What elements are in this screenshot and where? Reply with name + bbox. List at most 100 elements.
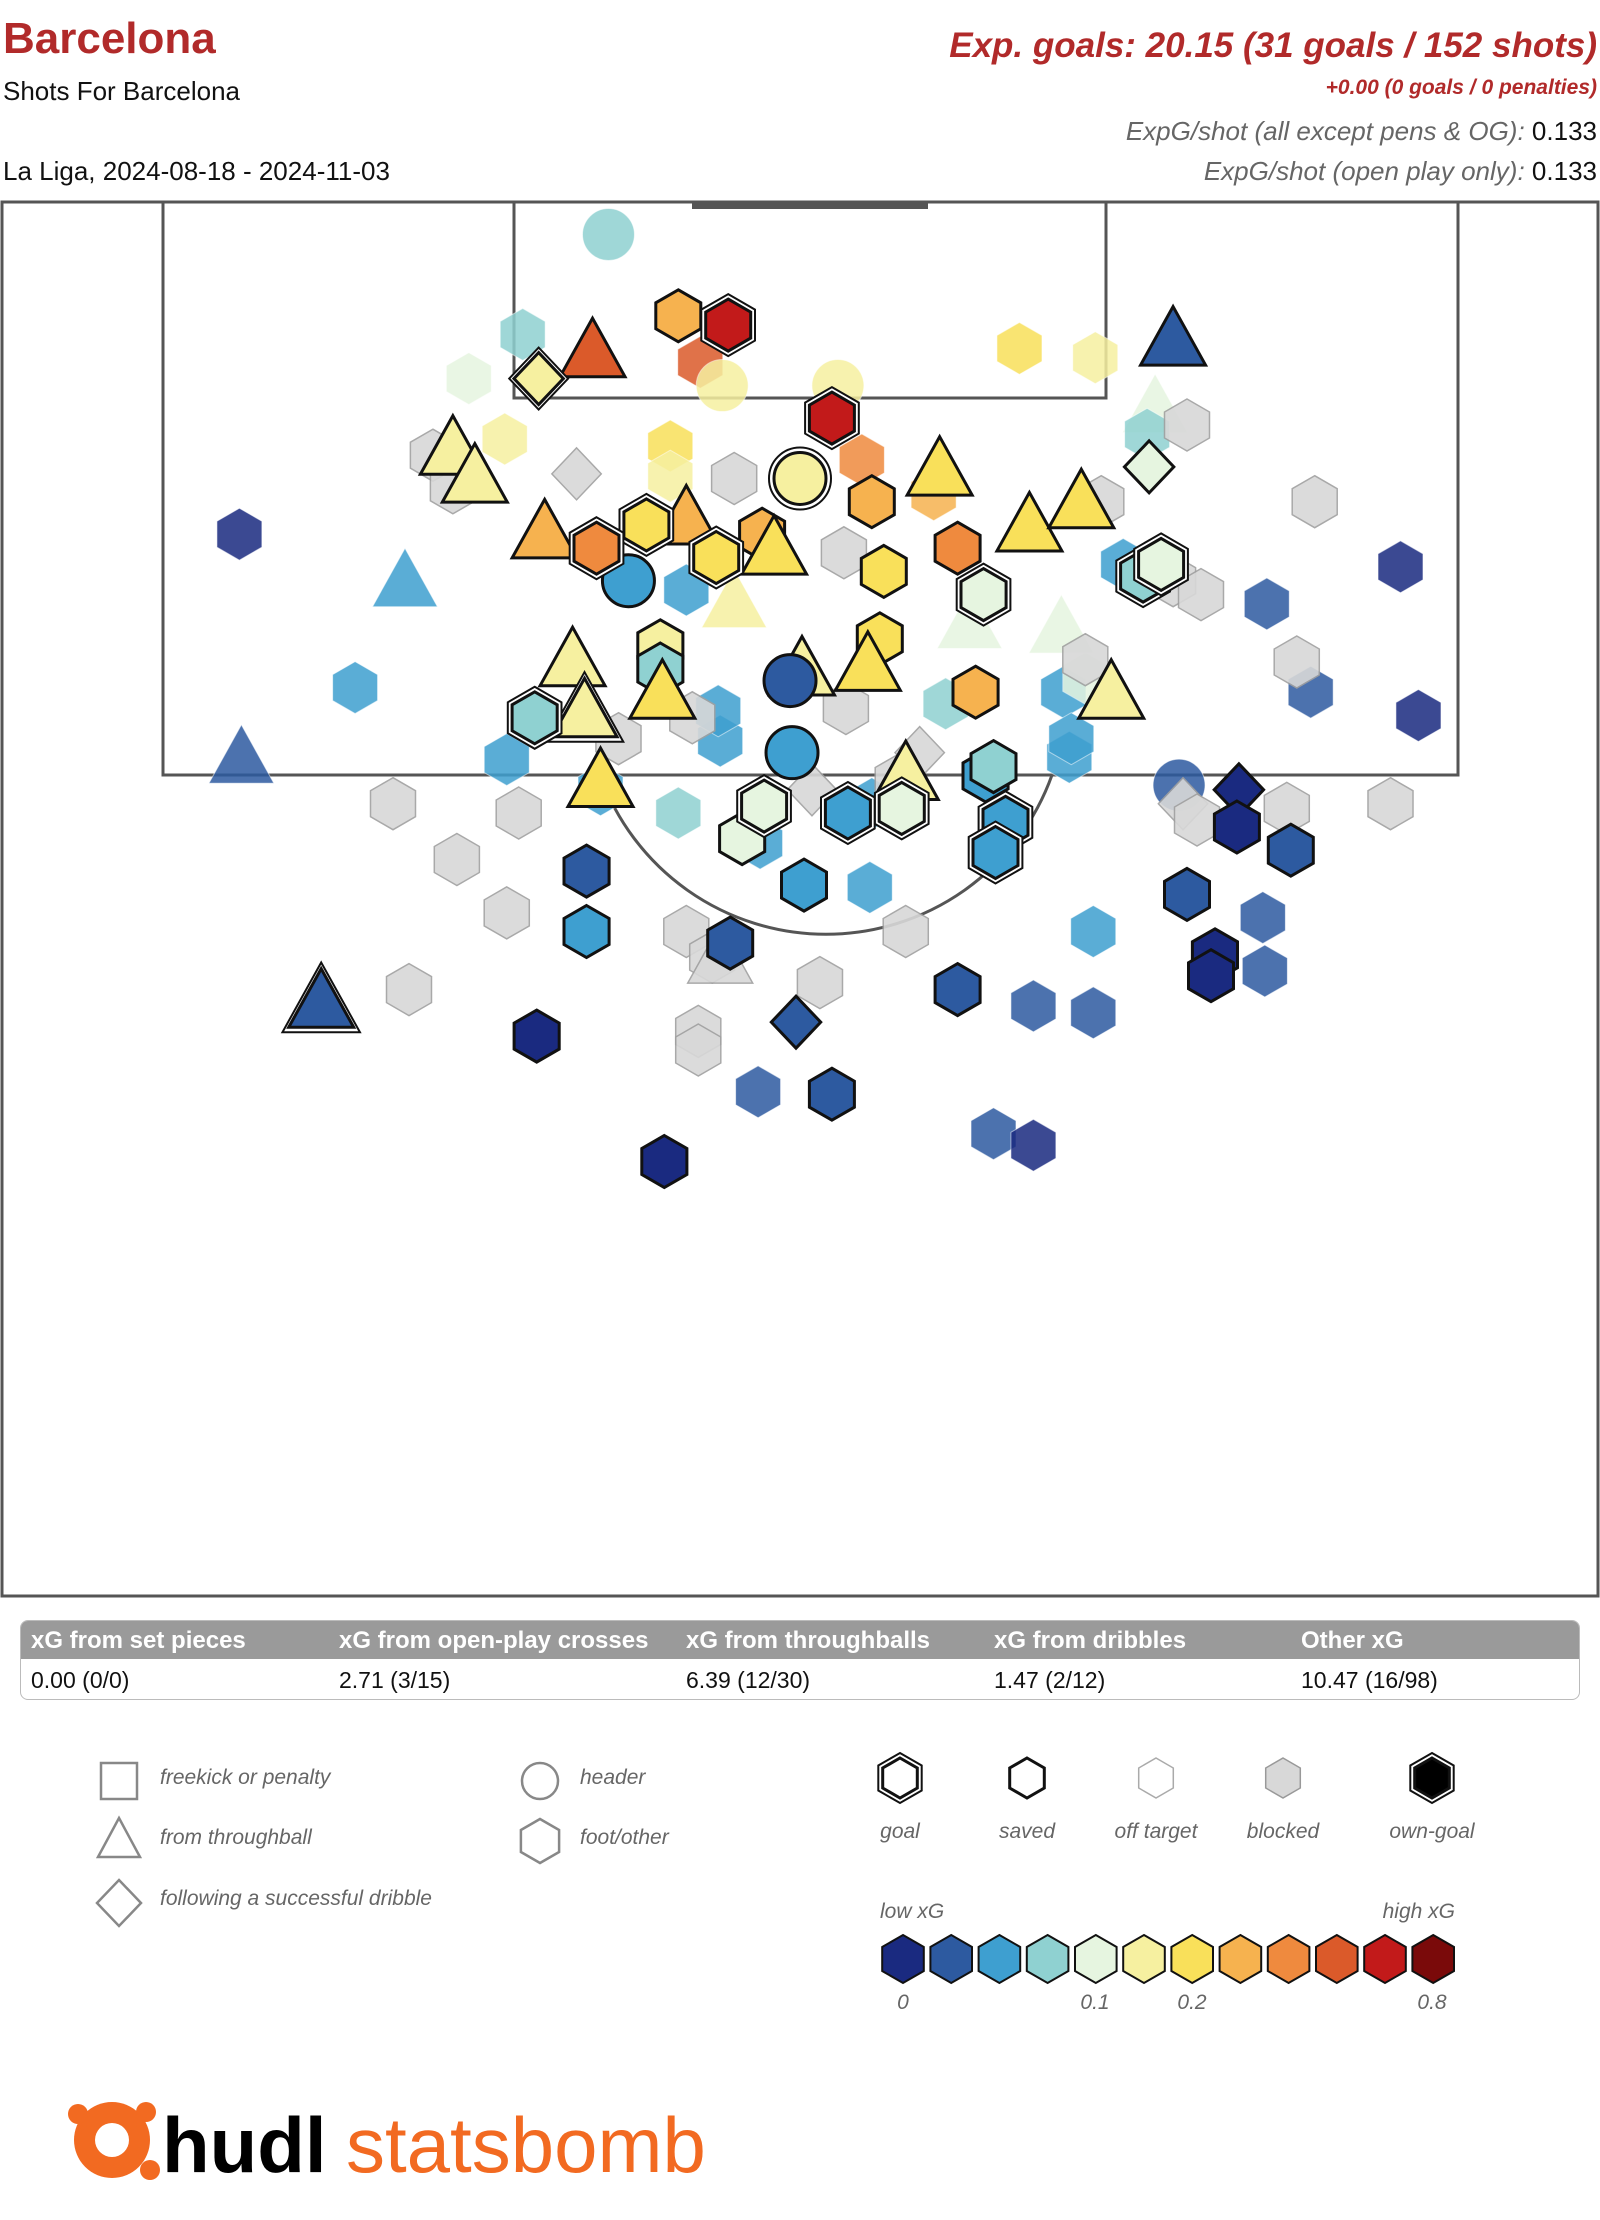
scale-tick-0-2: 0.2	[1177, 1991, 1207, 2014]
shot-marker	[1048, 712, 1095, 766]
shot-foot-saved	[1266, 822, 1315, 878]
scale-tick-0-8: 0.8	[1417, 1991, 1447, 2014]
shot-marker	[796, 955, 844, 1010]
shot-foot-off	[1241, 944, 1288, 998]
shot-marker	[568, 516, 625, 581]
shot-marker	[1138, 303, 1209, 367]
off-target-outcome-icon	[1137, 1757, 1175, 1799]
shot-marker	[647, 449, 694, 503]
shot-marker	[933, 520, 982, 576]
shot-foot-off	[445, 352, 492, 406]
shot-marker	[764, 725, 820, 781]
shot-marker	[970, 1107, 1017, 1161]
shot-marker	[807, 1066, 856, 1122]
scale-swatch	[881, 1933, 925, 1985]
shot-marker	[654, 288, 703, 344]
shot-marker	[445, 352, 492, 406]
shot-dribble-saved	[1122, 438, 1176, 496]
shot-foot-goal	[823, 785, 872, 841]
shot-dribble-saved	[769, 993, 823, 1051]
value-throughballs: 6.39 (12/30)	[686, 1667, 811, 1693]
expected-goals-headline: Exp. goals: 20.15 (31 goals / 152 shots)	[949, 26, 1597, 65]
shot-foot-off	[1395, 688, 1442, 743]
shot-foot-saved	[933, 961, 982, 1018]
shot-foot-goal	[971, 824, 1020, 881]
shot-marker	[216, 507, 263, 561]
scale-swatch	[1315, 1933, 1359, 1985]
shot-marker	[640, 1133, 689, 1190]
shot-marker	[1291, 474, 1338, 529]
shot-marker	[537, 624, 608, 688]
shot-header-saved	[762, 653, 818, 709]
shot-marker	[499, 307, 546, 361]
expg-per-shot-all-value: 0.133	[1531, 116, 1597, 146]
shot-marker	[762, 653, 818, 709]
shot-foot-saved	[847, 473, 896, 530]
shot-throughball-goal	[286, 965, 357, 1029]
shot-marker	[1062, 632, 1109, 687]
shot-marker	[710, 451, 758, 506]
logo-text-statsbomb: statsbomb	[346, 2101, 706, 2189]
shot-marker	[832, 628, 903, 692]
shot-foot-saved	[706, 915, 755, 971]
shot-foot-goal	[1137, 536, 1186, 593]
shot-marker	[371, 547, 439, 608]
shot-foot-saved	[969, 738, 1018, 795]
shot-marker	[208, 723, 275, 784]
shot-marker	[562, 843, 611, 899]
outcome-legend	[877, 1751, 1455, 1805]
shot-header-off	[581, 208, 635, 262]
shot-marker	[904, 433, 975, 497]
shot-foot-blocked	[1163, 398, 1211, 452]
penalties-line: +0.00 (0 goals / 0 penalties)	[1325, 76, 1597, 99]
shot-foot-saved	[654, 288, 703, 344]
shot-marker	[1266, 822, 1315, 878]
shot-foot-goal	[704, 297, 753, 353]
expg-per-shot-all: ExpG/shot (all except pens & OG): 0.133	[1126, 116, 1597, 147]
shot-marker	[1046, 466, 1117, 530]
shot-foot-off	[216, 507, 263, 561]
shot-marker	[1273, 635, 1321, 689]
blocked-outcome-icon	[1264, 1757, 1302, 1799]
shot-marker	[994, 489, 1065, 553]
shot-marker	[700, 568, 768, 629]
shot-foot-blocked	[882, 904, 930, 959]
scale-swatch	[1218, 1933, 1263, 1985]
shot-marker	[780, 857, 828, 913]
expg-per-shot-open-play-label: ExpG/shot (open play only):	[1203, 156, 1525, 186]
legend: freekick or penalty from throughball fol…	[95, 1751, 1476, 2014]
shot-marker	[433, 832, 481, 887]
shot-marker	[369, 776, 417, 831]
shot-foot-blocked	[796, 955, 844, 1010]
shot-foot-saved	[807, 1066, 856, 1122]
shot-marker	[820, 525, 868, 580]
shot-throughball-saved	[739, 512, 810, 576]
scale-swatch	[977, 1933, 1022, 1985]
shot-foot-off	[1010, 1118, 1057, 1172]
shot-header-saved	[764, 725, 820, 781]
shot-foot-off	[846, 860, 893, 914]
triangle-legend-icon	[95, 1815, 143, 1859]
shot-marker	[674, 1023, 722, 1077]
shot-marker	[933, 961, 982, 1018]
scale-tick-0-1: 0.1	[1080, 1991, 1109, 2014]
shot-foot-saved	[640, 1133, 689, 1190]
scale-swatch	[1025, 1933, 1070, 1985]
shot-marker	[1395, 688, 1442, 743]
shot-foot-off	[996, 321, 1043, 375]
hexagon-legend-icon	[519, 1817, 561, 1865]
shot-header-goal	[772, 450, 828, 506]
shot-throughball-goal	[549, 675, 620, 739]
scale-high-label: high xG	[1383, 1900, 1455, 1923]
shot-foot-off	[481, 412, 528, 466]
shot-foot-saved	[562, 843, 611, 899]
logo-text-hudl: hudl	[162, 2101, 327, 2189]
shot-marker	[557, 315, 628, 379]
shot-marker	[1173, 793, 1221, 847]
shot-marker	[882, 904, 930, 959]
chart-subtitle: Shots For Barcelona	[3, 76, 241, 106]
shot-foot-blocked	[1273, 635, 1321, 689]
shot-foot-goal	[622, 497, 671, 553]
shot-foot-off	[1243, 577, 1290, 631]
legend-header-label: header	[580, 1766, 646, 1789]
